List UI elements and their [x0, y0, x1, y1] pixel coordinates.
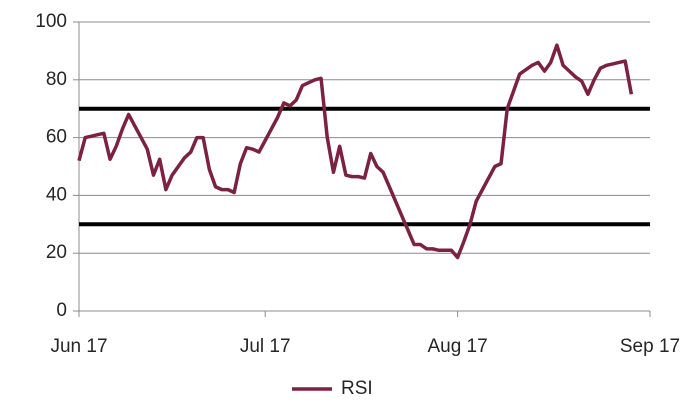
x-tick-label: Jun 17 — [50, 336, 107, 357]
y-tick-label: 0 — [56, 300, 67, 321]
y-tick-label: 20 — [46, 242, 67, 263]
y-tick-label: 80 — [46, 69, 67, 90]
x-tick-label: Aug 17 — [427, 336, 487, 357]
rsi-line — [77, 43, 634, 260]
legend-label: RSI — [341, 378, 373, 399]
x-tick-label: Sep 17 — [620, 336, 680, 357]
y-tick-label: 100 — [35, 11, 67, 32]
x-tick-label: Jul 17 — [240, 336, 291, 357]
y-tick-label: 60 — [46, 127, 67, 148]
y-tick-label: 40 — [46, 184, 67, 205]
